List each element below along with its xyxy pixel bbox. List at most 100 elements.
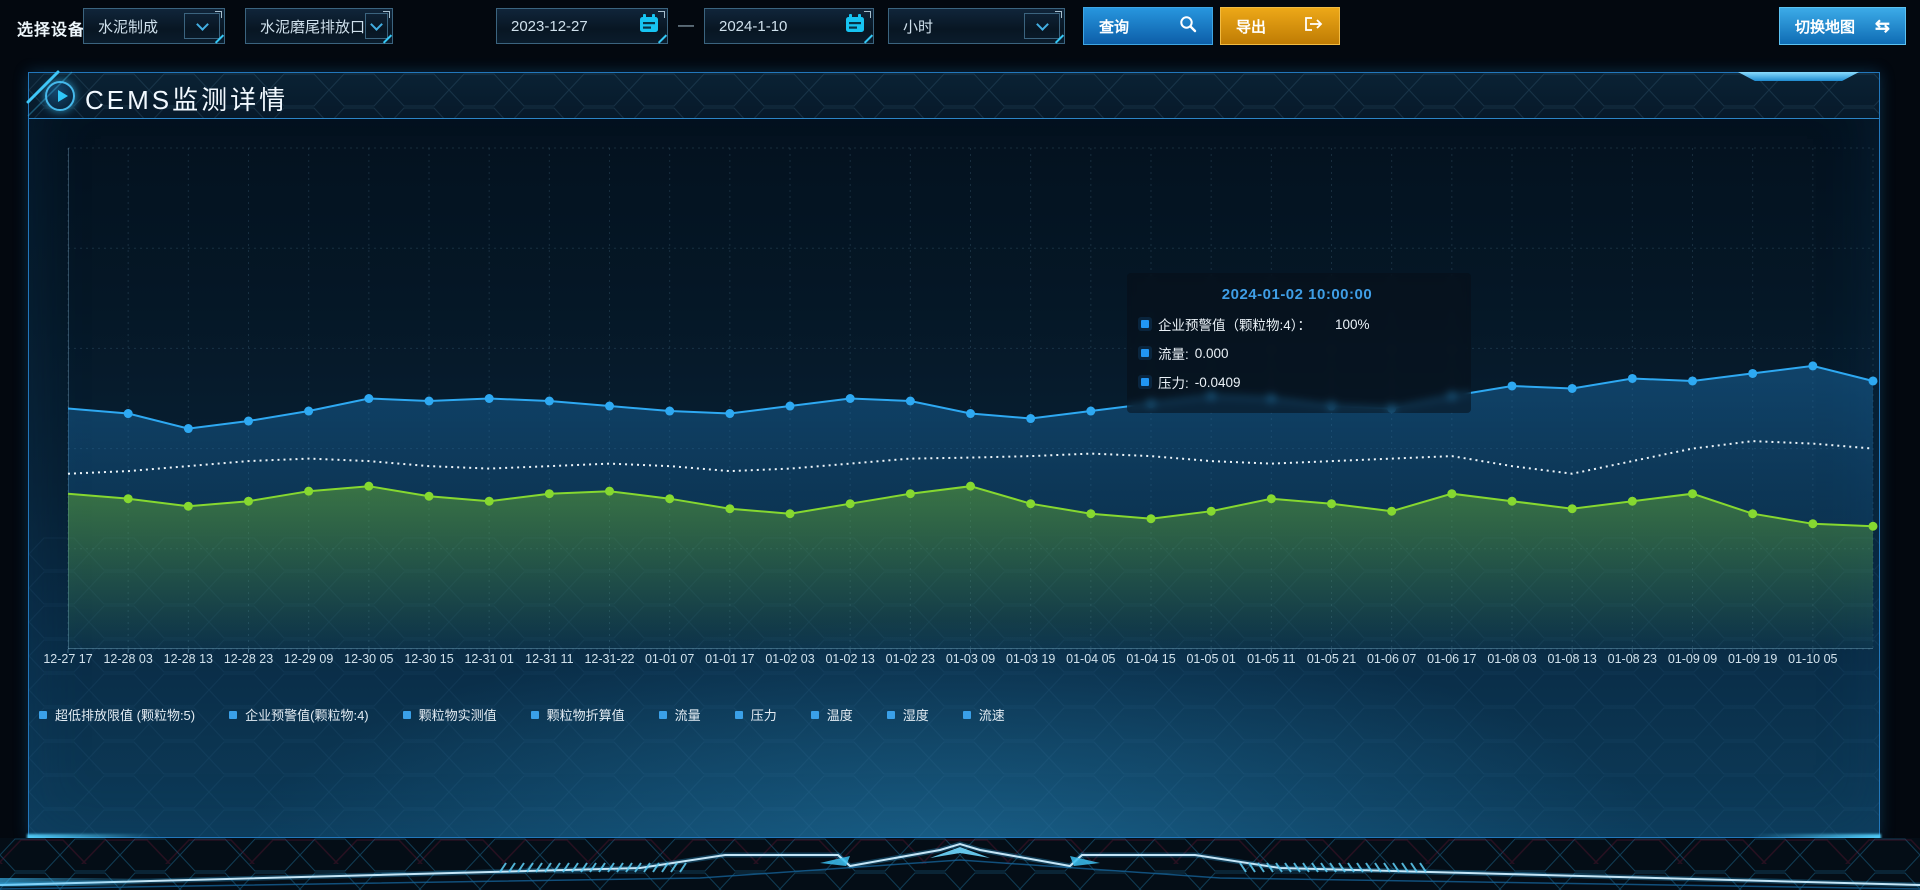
interval-value: 小时 xyxy=(903,18,934,36)
data-point[interactable] xyxy=(1086,509,1096,519)
x-axis-label: 01-06 17 xyxy=(1427,652,1477,666)
data-point[interactable] xyxy=(1808,519,1818,529)
data-point[interactable] xyxy=(1206,506,1216,516)
calendar-icon[interactable] xyxy=(844,13,866,39)
data-point[interactable] xyxy=(1627,373,1637,383)
swap-arrows-icon: ⇆ xyxy=(1874,15,1890,36)
data-point[interactable] xyxy=(1086,406,1096,416)
data-point[interactable] xyxy=(304,406,314,416)
data-point[interactable] xyxy=(484,496,494,506)
legend-item[interactable]: 颗粒物折算值 xyxy=(530,705,625,724)
data-point[interactable] xyxy=(244,496,253,506)
device-type-select[interactable]: 水泥制成 xyxy=(83,8,225,44)
data-point[interactable] xyxy=(605,401,614,411)
data-point[interactable] xyxy=(1507,496,1517,506)
data-point[interactable] xyxy=(1808,361,1818,371)
series-line-2[interactable] xyxy=(67,481,1878,531)
data-point[interactable] xyxy=(244,416,253,426)
x-axis: 12-27 17 12-28 03 12-28 13 12-28 23 12-29 09… xyxy=(43,652,1873,670)
chart-legend: 超低排放限值 (颗粒物:5) 企业预警值(颗粒物:4) 颗粒物实测值 颗粒物折算值 流量… xyxy=(39,705,1005,724)
data-point[interactable] xyxy=(1868,376,1878,386)
legend-item[interactable]: 流量 xyxy=(658,705,701,724)
data-point[interactable] xyxy=(1146,514,1156,524)
play-icon xyxy=(45,81,75,111)
data-point[interactable] xyxy=(123,409,133,419)
series-line-1[interactable] xyxy=(67,440,1874,475)
legend-label: 企业预警值(颗粒物:4) xyxy=(245,708,369,723)
footer-hatch-left xyxy=(499,862,687,873)
x-axis-label: 01-01 17 xyxy=(705,652,755,666)
x-axis-label: 01-02 13 xyxy=(825,652,875,666)
switch-map-label: 切换地图 xyxy=(1795,18,1856,36)
data-point[interactable] xyxy=(1567,504,1577,514)
x-axis-label: 01-08 03 xyxy=(1487,652,1537,666)
data-point[interactable] xyxy=(845,499,855,509)
cems-line-chart[interactable] xyxy=(67,147,1878,660)
data-point[interactable] xyxy=(605,486,614,496)
legend-item[interactable]: 超低排放限值 (颗粒物:5) xyxy=(39,705,195,724)
data-point[interactable] xyxy=(1026,414,1036,424)
query-button[interactable]: 查询 xyxy=(1083,7,1213,45)
legend-marker-icon xyxy=(734,710,743,719)
data-point[interactable] xyxy=(1447,489,1457,499)
data-point[interactable] xyxy=(1387,506,1397,516)
data-point[interactable] xyxy=(1507,381,1517,391)
data-point[interactable] xyxy=(966,409,975,419)
data-point[interactable] xyxy=(1026,499,1036,509)
data-point[interactable] xyxy=(725,504,735,514)
tooltip-row: 流量: 0.000 xyxy=(1141,343,1453,363)
end-date-input[interactable]: 2024-1-10 xyxy=(704,8,874,44)
data-point[interactable] xyxy=(544,489,554,499)
start-date-input[interactable]: 2023-12-27 xyxy=(496,8,668,44)
data-point[interactable] xyxy=(665,406,675,416)
legend-item[interactable]: 湿度 xyxy=(886,705,929,724)
data-point[interactable] xyxy=(424,491,434,501)
legend-item[interactable]: 企业预警值(颗粒物:4) xyxy=(229,705,369,724)
data-point[interactable] xyxy=(364,394,374,403)
data-point[interactable] xyxy=(183,424,193,434)
calendar-icon[interactable] xyxy=(638,13,660,39)
legend-item[interactable]: 温度 xyxy=(810,705,853,724)
data-point[interactable] xyxy=(304,486,314,496)
x-axis-label: 12-31-22 xyxy=(584,652,635,666)
tooltip-marker-icon xyxy=(1141,378,1149,386)
data-point[interactable] xyxy=(1627,496,1637,506)
data-point[interactable] xyxy=(1688,489,1697,499)
data-point[interactable] xyxy=(1266,494,1276,504)
data-point[interactable] xyxy=(1688,376,1697,386)
data-point[interactable] xyxy=(1327,499,1336,509)
data-point[interactable] xyxy=(725,409,735,419)
legend-item[interactable]: 颗粒物实测值 xyxy=(402,705,497,724)
export-button[interactable]: 导出 xyxy=(1220,7,1340,45)
data-point[interactable] xyxy=(364,481,374,491)
data-point[interactable] xyxy=(484,394,494,403)
date-range-separator: — xyxy=(678,17,694,34)
legend-item[interactable]: 压力 xyxy=(734,705,777,724)
data-point[interactable] xyxy=(966,481,975,491)
outlet-select[interactable]: 水泥磨尾排放口 xyxy=(245,8,393,44)
data-point[interactable] xyxy=(785,401,795,411)
data-point[interactable] xyxy=(544,396,554,406)
data-point[interactable] xyxy=(845,394,855,403)
chevron-down-icon[interactable] xyxy=(184,13,220,39)
interval-select[interactable]: 小时 xyxy=(888,8,1065,44)
switch-map-button[interactable]: 切换地图 ⇆ xyxy=(1779,7,1906,45)
data-point[interactable] xyxy=(905,489,915,499)
data-point[interactable] xyxy=(785,509,795,519)
data-point[interactable] xyxy=(183,501,193,511)
data-point[interactable] xyxy=(424,396,434,406)
tooltip-marker-icon xyxy=(1141,349,1149,357)
data-point[interactable] xyxy=(1567,383,1577,393)
panel-header: CEMS监测详情 xyxy=(29,72,1879,119)
legend-marker-icon xyxy=(530,710,539,719)
data-point[interactable] xyxy=(905,396,915,406)
chevron-down-icon[interactable] xyxy=(365,13,388,39)
data-point[interactable] xyxy=(665,494,675,504)
data-point[interactable] xyxy=(1868,521,1878,531)
data-point[interactable] xyxy=(123,494,133,504)
data-point[interactable] xyxy=(1748,368,1758,378)
chevron-down-icon[interactable] xyxy=(1024,13,1060,39)
data-point[interactable] xyxy=(1748,509,1758,519)
legend-item[interactable]: 流速 xyxy=(962,705,1005,724)
x-axis-label: 01-09 09 xyxy=(1667,652,1718,666)
